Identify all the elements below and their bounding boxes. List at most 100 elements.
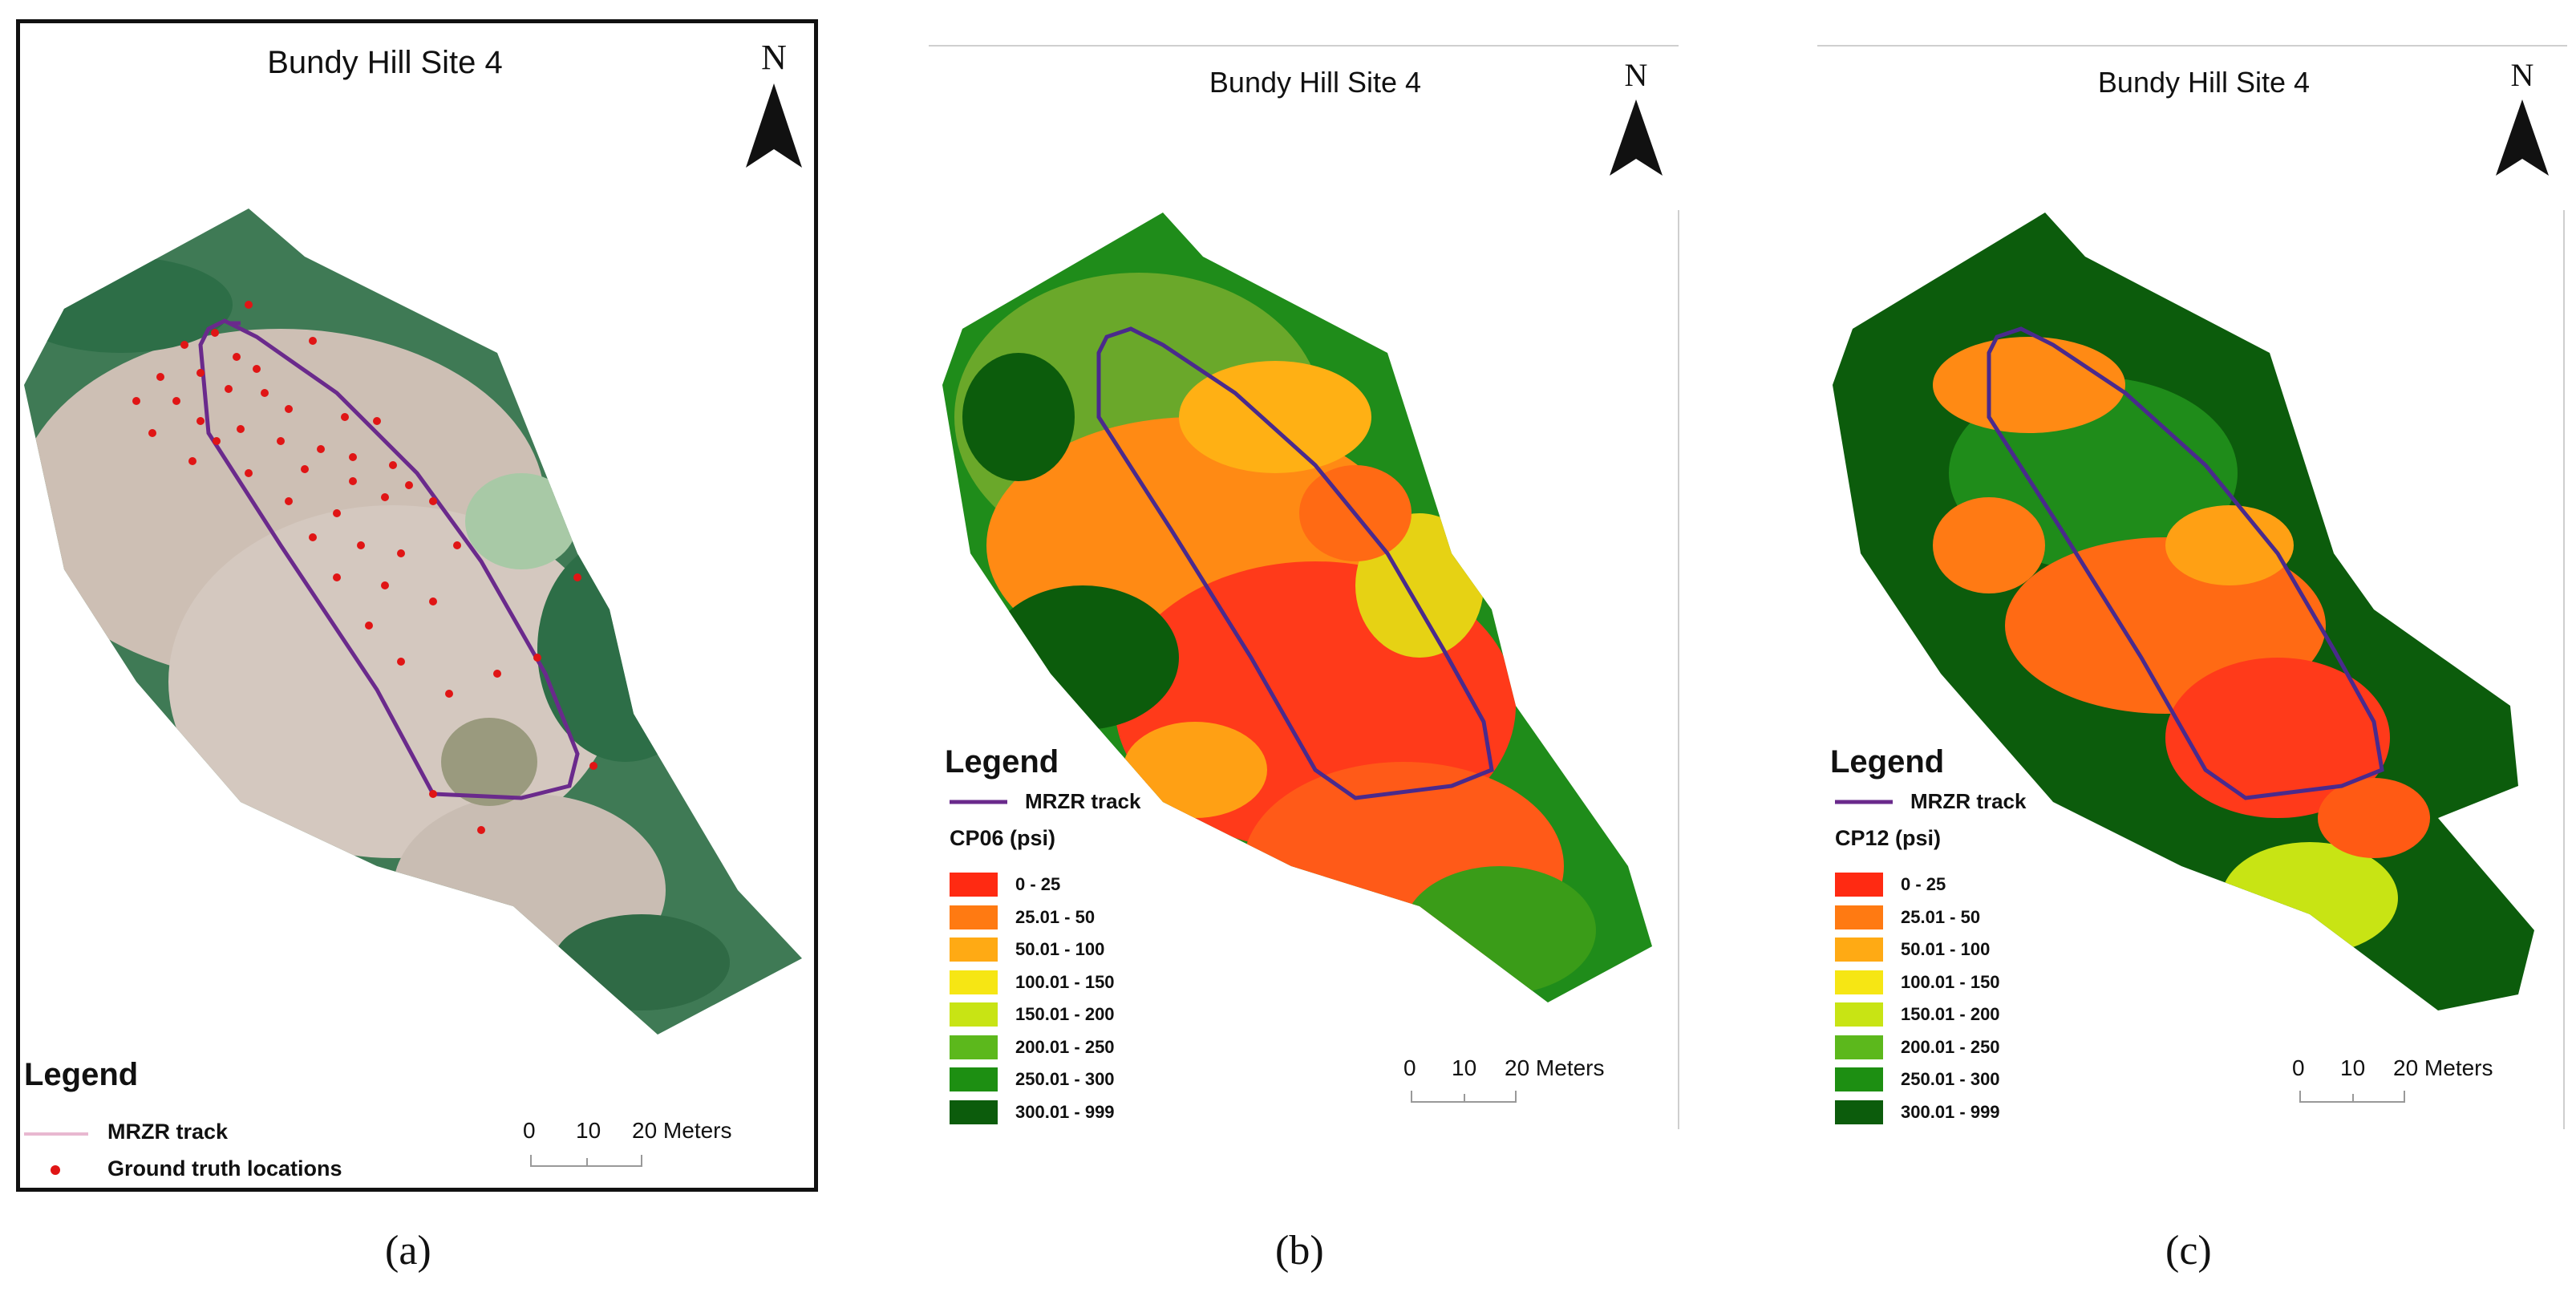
legend-class-label: 200.01 - 250 bbox=[1901, 1036, 2000, 1057]
legend-class-label: 300.01 - 999 bbox=[1901, 1101, 2000, 1122]
legend-class-swatch bbox=[1835, 938, 1883, 962]
ground-truth-point bbox=[493, 670, 501, 678]
ground-truth-point bbox=[301, 465, 309, 473]
north-arrow-icon bbox=[2496, 99, 2549, 176]
legend-class-row: 50.01 - 100 bbox=[1835, 938, 1990, 962]
legend-class-label: 250.01 - 300 bbox=[1015, 1069, 1115, 1089]
panel-a-north-arrow: N bbox=[738, 40, 810, 176]
legend-class-row: 0 - 25 bbox=[1835, 873, 1946, 897]
panel-c-caption: (c) bbox=[2165, 1228, 2212, 1274]
panel-b-classes-title: CP06 (psi) bbox=[950, 826, 1056, 850]
panel-c-title: Bundy Hill Site 4 bbox=[2097, 66, 2311, 99]
legend-class-row: 200.01 - 250 bbox=[1835, 1035, 2000, 1059]
panel-b-scale-20: 20 Meters bbox=[1505, 1055, 1605, 1080]
panel-a-map bbox=[24, 209, 802, 1035]
panel-c-classes-title: CP12 (psi) bbox=[1835, 826, 1942, 850]
panel-a-scale-0: 0 bbox=[523, 1118, 536, 1143]
panel-a-frame bbox=[16, 19, 818, 1192]
legend-class-label: 100.01 - 150 bbox=[1015, 971, 1115, 992]
panel-a-point-legend-symbol bbox=[51, 1165, 60, 1175]
panel-a-points-label: Ground truth locations bbox=[107, 1156, 342, 1181]
legend-class-row: 0 - 25 bbox=[950, 873, 1060, 897]
legend-class-swatch bbox=[950, 938, 998, 962]
panel-c-scale-20: 20 Meters bbox=[2393, 1055, 2493, 1080]
ground-truth-point bbox=[429, 790, 437, 798]
ground-truth-point bbox=[381, 581, 389, 589]
legend-class-swatch bbox=[1835, 873, 1883, 897]
panel-b-track-legend-line bbox=[950, 800, 1007, 804]
ground-truth-point bbox=[365, 622, 373, 630]
ground-truth-point bbox=[477, 826, 485, 834]
legend-class-swatch bbox=[950, 1100, 998, 1124]
ground-truth-point bbox=[233, 353, 241, 361]
ground-truth-point bbox=[196, 417, 205, 425]
north-label: N bbox=[761, 38, 787, 77]
legend-class-label: 0 - 25 bbox=[1901, 874, 1946, 894]
legend-class-swatch bbox=[1835, 905, 1883, 929]
legend-class-row: 25.01 - 50 bbox=[950, 905, 1095, 929]
ground-truth-point bbox=[225, 385, 233, 393]
panel-c-scale-10: 10 bbox=[2340, 1055, 2366, 1080]
panel-c-north-arrow: N bbox=[2486, 59, 2558, 184]
legend-class-swatch bbox=[950, 873, 998, 897]
panel-b-scale-0: 0 bbox=[1403, 1055, 1416, 1080]
legend-class-label: 250.01 - 300 bbox=[1901, 1069, 2000, 1089]
ground-truth-point bbox=[309, 533, 317, 541]
ground-truth-point bbox=[381, 493, 389, 501]
legend-class-row: 150.01 - 200 bbox=[1835, 1002, 2000, 1027]
ground-truth-point bbox=[373, 417, 381, 425]
ground-truth-point bbox=[429, 597, 437, 605]
ground-truth-point bbox=[132, 397, 140, 405]
panel-b-north-arrow: N bbox=[1600, 59, 1672, 184]
panel-c-legend-title: Legend bbox=[1830, 744, 1945, 780]
panel-a-legend-title: Legend bbox=[24, 1057, 139, 1092]
ground-truth-point bbox=[397, 549, 405, 557]
legend-class-swatch bbox=[1835, 1100, 1883, 1124]
panel-c-track-legend-line bbox=[1835, 800, 1893, 804]
ground-truth-point bbox=[253, 365, 261, 373]
legend-class-row: 50.01 - 100 bbox=[950, 938, 1104, 962]
panel-b-track-label: MRZR track bbox=[1025, 789, 1141, 813]
legend-class-swatch bbox=[1835, 1067, 1883, 1091]
panel-b-scale-bar bbox=[1411, 1091, 1517, 1103]
ground-truth-point bbox=[533, 654, 541, 662]
panel-a-scale-bar bbox=[530, 1155, 642, 1167]
legend-class-label: 100.01 - 150 bbox=[1901, 971, 2000, 992]
ground-truth-point bbox=[341, 413, 349, 421]
panel-b-track bbox=[1096, 326, 1494, 800]
legend-class-label: 300.01 - 999 bbox=[1015, 1101, 1115, 1122]
ground-truth-point bbox=[277, 437, 285, 445]
panel-a-track bbox=[198, 318, 580, 800]
legend-class-row: 25.01 - 50 bbox=[1835, 905, 1980, 929]
legend-class-swatch bbox=[1835, 970, 1883, 994]
legend-class-row: 200.01 - 250 bbox=[950, 1035, 1115, 1059]
ground-truth-point bbox=[148, 429, 156, 437]
ground-truth-point bbox=[405, 481, 413, 489]
legend-class-label: 150.01 - 200 bbox=[1015, 1004, 1115, 1024]
ground-truth-point bbox=[245, 469, 253, 477]
ground-truth-point bbox=[389, 461, 397, 469]
panel-a-title: Bundy Hill Site 4 bbox=[267, 45, 503, 80]
ground-truth-point bbox=[180, 341, 188, 349]
legend-class-label: 0 - 25 bbox=[1015, 874, 1061, 894]
legend-class-row: 300.01 - 999 bbox=[950, 1100, 1115, 1124]
ground-truth-point bbox=[211, 329, 219, 337]
north-arrow-icon bbox=[746, 83, 802, 168]
panel-c-right-rule bbox=[2563, 210, 2565, 1129]
panel-c-scale-bar bbox=[2299, 1091, 2405, 1103]
legend-class-row: 300.01 - 999 bbox=[1835, 1100, 2000, 1124]
panel-b-legend-title: Legend bbox=[945, 744, 1059, 780]
ground-truth-point bbox=[429, 497, 437, 505]
ground-truth-point bbox=[333, 573, 341, 581]
ground-truth-point bbox=[309, 337, 317, 345]
ground-truth-point bbox=[445, 690, 453, 698]
ground-truth-point bbox=[213, 437, 221, 445]
legend-class-row: 100.01 - 150 bbox=[950, 970, 1115, 994]
panel-c-scale-0: 0 bbox=[2292, 1055, 2305, 1080]
panel-a-scale-10: 10 bbox=[576, 1118, 601, 1143]
legend-class-row: 250.01 - 300 bbox=[1835, 1067, 2000, 1091]
ground-truth-point bbox=[453, 541, 461, 549]
ground-truth-point bbox=[357, 541, 365, 549]
ground-truth-point bbox=[285, 497, 293, 505]
panel-c-top-rule bbox=[1817, 45, 2567, 47]
